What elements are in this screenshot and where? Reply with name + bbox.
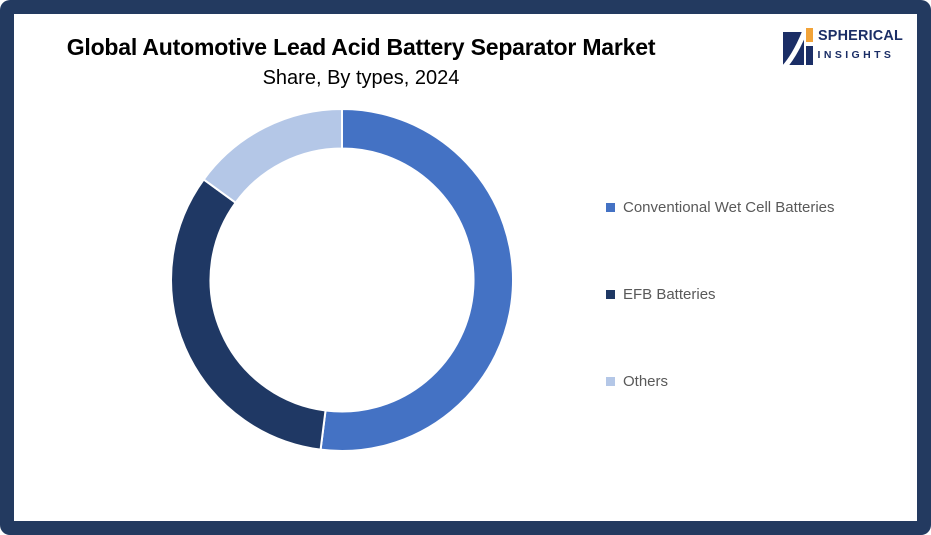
legend-item-efb-batteries: EFB Batteries bbox=[606, 283, 835, 305]
chart-title: Global Automotive Lead Acid Battery Sepa… bbox=[66, 34, 656, 60]
chart-legend: Conventional Wet Cell Batteries EFB Batt… bbox=[606, 196, 835, 392]
legend-item-conventional-wet-cell-batteries: Conventional Wet Cell Batteries bbox=[606, 196, 835, 218]
spherical-insights-logo-icon bbox=[782, 28, 813, 65]
legend-label: Conventional Wet Cell Batteries bbox=[623, 198, 835, 216]
legend-label: Others bbox=[623, 372, 669, 390]
legend-marker-icon bbox=[606, 202, 615, 212]
legend-marker-icon bbox=[606, 289, 615, 299]
legend-label: EFB Batteries bbox=[623, 285, 716, 303]
logo-text: SPHERICAL INSIGHTS bbox=[818, 27, 906, 62]
donut-segment-0 bbox=[319, 108, 515, 452]
donut-segment-1 bbox=[170, 178, 327, 451]
chart-header: Global Automotive Lead Acid Battery Sepa… bbox=[28, 32, 694, 92]
donut-chart bbox=[170, 108, 515, 452]
legend-item-others: Others bbox=[606, 370, 835, 392]
chart-subtitle: Share, By types, 2024 bbox=[262, 67, 460, 89]
legend-marker-icon bbox=[606, 376, 615, 386]
logo-name: SPHERICAL bbox=[817, 27, 903, 44]
brand-logo: SPHERICAL INSIGHTS bbox=[782, 27, 906, 67]
donut-segment-2 bbox=[202, 108, 343, 204]
logo-tagline: INSIGHTS bbox=[817, 49, 895, 61]
